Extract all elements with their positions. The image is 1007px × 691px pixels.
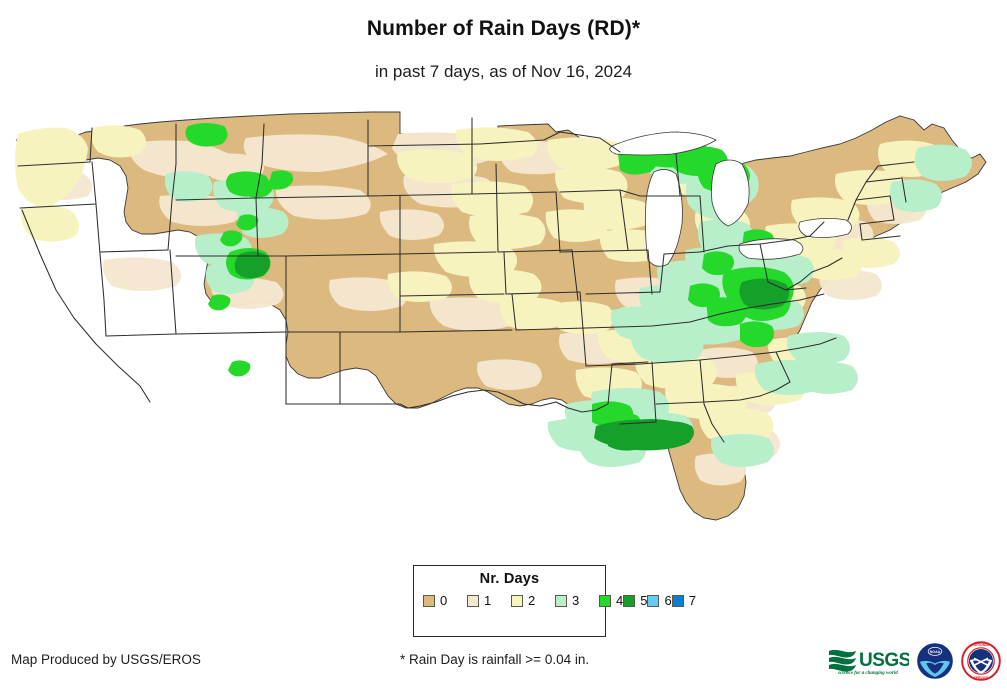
legend-label-4: 4 bbox=[616, 593, 624, 608]
legend-label-5: 5 bbox=[640, 593, 648, 608]
legend-item-6: 6 bbox=[647, 593, 672, 608]
legend-label-7: 7 bbox=[688, 593, 696, 608]
page-title: Number of Rain Days (RD)* bbox=[366, 17, 641, 40]
nws-logo: NATIONAL SERVICE bbox=[961, 641, 1001, 681]
legend-swatch-1 bbox=[467, 594, 479, 607]
svg-text:SERVICE: SERVICE bbox=[974, 676, 990, 680]
legend-swatch-4 bbox=[599, 594, 611, 607]
legend-label-1: 1 bbox=[484, 593, 492, 608]
legend-label-0: 0 bbox=[440, 593, 448, 608]
rain-days-map bbox=[0, 104, 1007, 559]
legend-swatch-3 bbox=[555, 594, 567, 607]
legend-swatch-7 bbox=[671, 594, 684, 607]
legend-swatch-0 bbox=[423, 594, 435, 607]
map-legend: Nr. Days 0 1 2 3 4 bbox=[413, 565, 696, 637]
legend-label-6: 6 bbox=[664, 593, 672, 608]
great-lakes bbox=[609, 131, 852, 267]
legend-label-2: 2 bbox=[528, 593, 536, 608]
noaa-logo: NOAA bbox=[916, 642, 954, 680]
legend-label-3: 3 bbox=[572, 593, 580, 608]
legend-item-4: 4 bbox=[599, 594, 623, 607]
svg-text:science for a changing world: science for a changing world bbox=[837, 671, 898, 676]
usgs-logo: USGS science for a changing world bbox=[829, 649, 909, 676]
map-credit: Map Produced by USGS/EROS bbox=[11, 652, 201, 667]
legend-item-2: 2 bbox=[511, 594, 555, 607]
rain-day-footnote: * Rain Day is rainfall >= 0.04 in. bbox=[400, 652, 590, 667]
legend-item-0: 0 bbox=[423, 594, 467, 607]
legend-swatch-6 bbox=[647, 594, 660, 607]
legend-item-7: 7 bbox=[671, 593, 696, 608]
legend-swatch-5 bbox=[623, 594, 636, 607]
legend-item-3: 3 bbox=[555, 594, 599, 607]
legend-item-5: 5 bbox=[623, 594, 647, 607]
legend-items: 0 1 2 3 4 5 6 bbox=[423, 592, 696, 609]
svg-text:NOAA: NOAA bbox=[930, 650, 941, 654]
agency-logos: USGS science for a changing world NOAA N… bbox=[827, 636, 1001, 686]
svg-text:USGS: USGS bbox=[859, 650, 909, 671]
svg-text:NATIONAL: NATIONAL bbox=[972, 643, 989, 647]
map-svg bbox=[15, 111, 987, 521]
legend-item-1: 1 bbox=[467, 594, 511, 607]
legend-title: Nr. Days bbox=[479, 571, 540, 587]
legend-swatch-2 bbox=[511, 594, 523, 607]
page-subtitle: in past 7 days, as of Nov 16, 2024 bbox=[374, 62, 633, 81]
state-boundaries bbox=[17, 117, 915, 443]
map-class-5-areas bbox=[234, 251, 790, 451]
